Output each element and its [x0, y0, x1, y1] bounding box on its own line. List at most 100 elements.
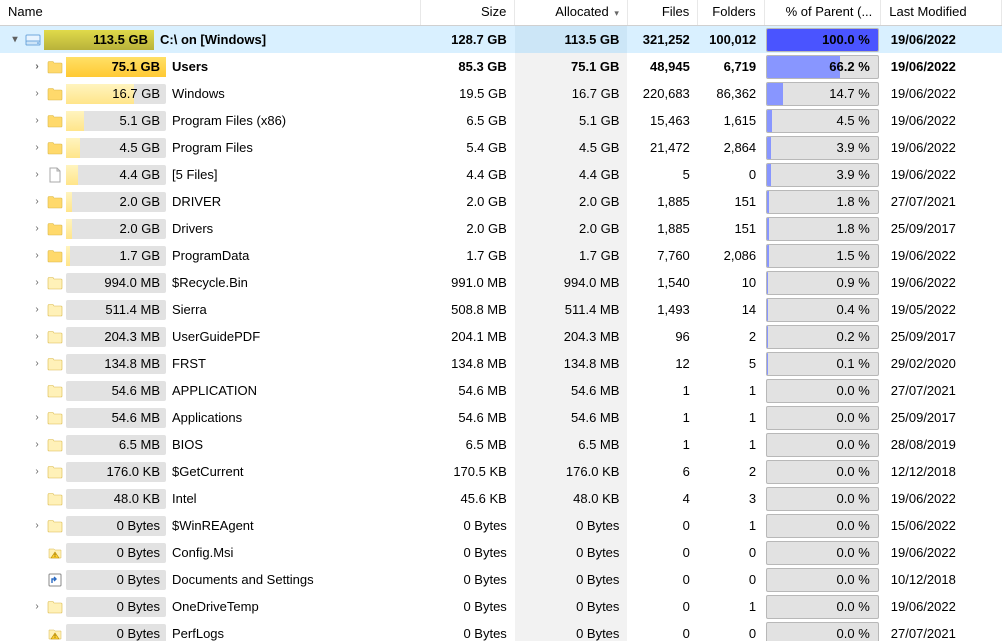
- table-row[interactable]: › 0 Bytes $WinREAgent 0 Bytes0 Bytes01 0…: [0, 512, 1002, 539]
- chevron-icon[interactable]: ›: [30, 223, 44, 234]
- chevron-icon[interactable]: ›: [30, 250, 44, 261]
- size-bar: 511.4 MB: [66, 300, 166, 320]
- cell-pct: 0.0 %: [764, 620, 881, 641]
- cell-allocated: 511.4 MB: [515, 296, 628, 323]
- cell-folders: 0: [698, 161, 764, 188]
- table-row[interactable]: › 2.0 GB Drivers 2.0 GB2.0 GB1,885151 1.…: [0, 215, 1002, 242]
- table-row[interactable]: 0 Bytes Documents and Settings 0 Bytes0 …: [0, 566, 1002, 593]
- cell-allocated: 4.4 GB: [515, 161, 628, 188]
- size-bar: 75.1 GB: [66, 57, 166, 77]
- sort-indicator-icon: ▾: [614, 8, 619, 18]
- table-row[interactable]: › 134.8 MB FRST 134.8 MB134.8 MB125 0.1 …: [0, 350, 1002, 377]
- cell-modified: 27/07/2021: [881, 377, 1002, 404]
- table-row[interactable]: › 204.3 MB UserGuidePDF 204.1 MB204.3 MB…: [0, 323, 1002, 350]
- table-row[interactable]: › 6.5 MB BIOS 6.5 MB6.5 MB11 0.0 % 28/08…: [0, 431, 1002, 458]
- chevron-icon[interactable]: ▾: [8, 34, 22, 45]
- table-row[interactable]: › 2.0 GB DRIVER 2.0 GB2.0 GB1,885151 1.8…: [0, 188, 1002, 215]
- chevron-icon[interactable]: ›: [30, 169, 44, 180]
- chevron-icon[interactable]: ›: [30, 277, 44, 288]
- header-size[interactable]: Size: [420, 0, 515, 26]
- size-bar: 0 Bytes: [66, 597, 166, 617]
- pct-label: 4.5 %: [767, 110, 878, 132]
- cell-allocated: 113.5 GB: [515, 26, 628, 54]
- table-row[interactable]: 54.6 MB APPLICATION 54.6 MB54.6 MB11 0.0…: [0, 377, 1002, 404]
- cell-allocated: 48.0 KB: [515, 485, 628, 512]
- chevron-icon[interactable]: ›: [30, 88, 44, 99]
- header-files[interactable]: Files: [627, 0, 697, 26]
- chevron-icon[interactable]: ›: [30, 331, 44, 342]
- cell-allocated: 0 Bytes: [515, 566, 628, 593]
- chevron-icon[interactable]: ›: [30, 142, 44, 153]
- cell-size: 0 Bytes: [420, 566, 515, 593]
- shortcut-icon: [46, 571, 64, 589]
- size-bar: 4.5 GB: [66, 138, 166, 158]
- chevron-icon[interactable]: ›: [30, 439, 44, 450]
- cell-pct: 0.0 %: [764, 539, 881, 566]
- chevron-icon[interactable]: ›: [30, 115, 44, 126]
- cell-size: 991.0 MB: [420, 269, 515, 296]
- chevron-icon[interactable]: ›: [30, 196, 44, 207]
- cell-folders: 10: [698, 269, 764, 296]
- cell-files: 1: [627, 404, 697, 431]
- table-row[interactable]: › 176.0 KB $GetCurrent 170.5 KB176.0 KB6…: [0, 458, 1002, 485]
- table-row[interactable]: › 994.0 MB $Recycle.Bin 991.0 MB994.0 MB…: [0, 269, 1002, 296]
- cell-pct: 0.0 %: [764, 377, 881, 404]
- table-row[interactable]: › 5.1 GB Program Files (x86) 6.5 GB5.1 G…: [0, 107, 1002, 134]
- table-row[interactable]: › 54.6 MB Applications 54.6 MB54.6 MB11 …: [0, 404, 1002, 431]
- cell-pct: 0.9 %: [764, 269, 881, 296]
- row-name-label: Drivers: [172, 221, 213, 236]
- cell-size: 54.6 MB: [420, 377, 515, 404]
- cell-pct: 0.0 %: [764, 485, 881, 512]
- cell-folders: 6,719: [698, 53, 764, 80]
- header-folders[interactable]: Folders: [698, 0, 764, 26]
- row-name-label: Intel: [172, 491, 197, 506]
- table-row[interactable]: › 4.4 GB [5 Files] 4.4 GB4.4 GB50 3.9 % …: [0, 161, 1002, 188]
- row-name-label: C:\ on [Windows]: [160, 32, 266, 47]
- chevron-icon[interactable]: ›: [30, 466, 44, 477]
- pct-label: 0.0 %: [767, 407, 878, 429]
- chevron-icon[interactable]: ›: [30, 601, 44, 612]
- header-modified[interactable]: Last Modified: [881, 0, 1002, 26]
- size-bar: 6.5 MB: [66, 435, 166, 455]
- table-row[interactable]: 48.0 KB Intel 45.6 KB48.0 KB43 0.0 % 19/…: [0, 485, 1002, 512]
- cell-files: 1,885: [627, 188, 697, 215]
- cell-size: 0 Bytes: [420, 593, 515, 620]
- cell-files: 6: [627, 458, 697, 485]
- chevron-icon[interactable]: ›: [30, 304, 44, 315]
- table-row[interactable]: ▾ 113.5 GB C:\ on [Windows] 128.7 GB113.…: [0, 26, 1002, 54]
- table-row[interactable]: 0 Bytes PerfLogs 0 Bytes0 Bytes00 0.0 % …: [0, 620, 1002, 641]
- cell-folders: 1: [698, 593, 764, 620]
- cell-folders: 0: [698, 539, 764, 566]
- table-row[interactable]: › 75.1 GB Users 85.3 GB75.1 GB48,9456,71…: [0, 53, 1002, 80]
- folder-icon: [46, 355, 64, 373]
- cell-files: 5: [627, 161, 697, 188]
- pct-label: 0.4 %: [767, 299, 878, 321]
- table-row[interactable]: › 16.7 GB Windows 19.5 GB16.7 GB220,6838…: [0, 80, 1002, 107]
- chevron-icon[interactable]: ›: [30, 520, 44, 531]
- table-row[interactable]: › 1.7 GB ProgramData 1.7 GB1.7 GB7,7602,…: [0, 242, 1002, 269]
- chevron-icon[interactable]: ›: [30, 61, 44, 72]
- cell-folders: 86,362: [698, 80, 764, 107]
- table-row[interactable]: › 511.4 MB Sierra 508.8 MB511.4 MB1,4931…: [0, 296, 1002, 323]
- folder-icon: [46, 112, 64, 130]
- cell-folders: 1: [698, 404, 764, 431]
- cell-modified: 19/06/2022: [881, 161, 1002, 188]
- chevron-icon[interactable]: ›: [30, 412, 44, 423]
- row-name-label: PerfLogs: [172, 626, 224, 641]
- header-pct[interactable]: % of Parent (...: [764, 0, 881, 26]
- warning-icon: [46, 625, 64, 641]
- table-row[interactable]: › 4.5 GB Program Files 5.4 GB4.5 GB21,47…: [0, 134, 1002, 161]
- disk-tree-table: Name Size Allocated ▾ Files Folders % of…: [0, 0, 1002, 641]
- table-row[interactable]: › 0 Bytes OneDriveTemp 0 Bytes0 Bytes01 …: [0, 593, 1002, 620]
- cell-folders: 1: [698, 431, 764, 458]
- cell-folders: 1,615: [698, 107, 764, 134]
- size-bar-value: 0 Bytes: [66, 597, 166, 617]
- pct-label: 0.9 %: [767, 272, 878, 294]
- chevron-icon[interactable]: ›: [30, 358, 44, 369]
- cell-allocated: 1.7 GB: [515, 242, 628, 269]
- row-name-label: $Recycle.Bin: [172, 275, 248, 290]
- size-bar: 176.0 KB: [66, 462, 166, 482]
- header-allocated[interactable]: Allocated ▾: [515, 0, 628, 26]
- header-name[interactable]: Name: [0, 0, 420, 26]
- table-row[interactable]: 0 Bytes Config.Msi 0 Bytes0 Bytes00 0.0 …: [0, 539, 1002, 566]
